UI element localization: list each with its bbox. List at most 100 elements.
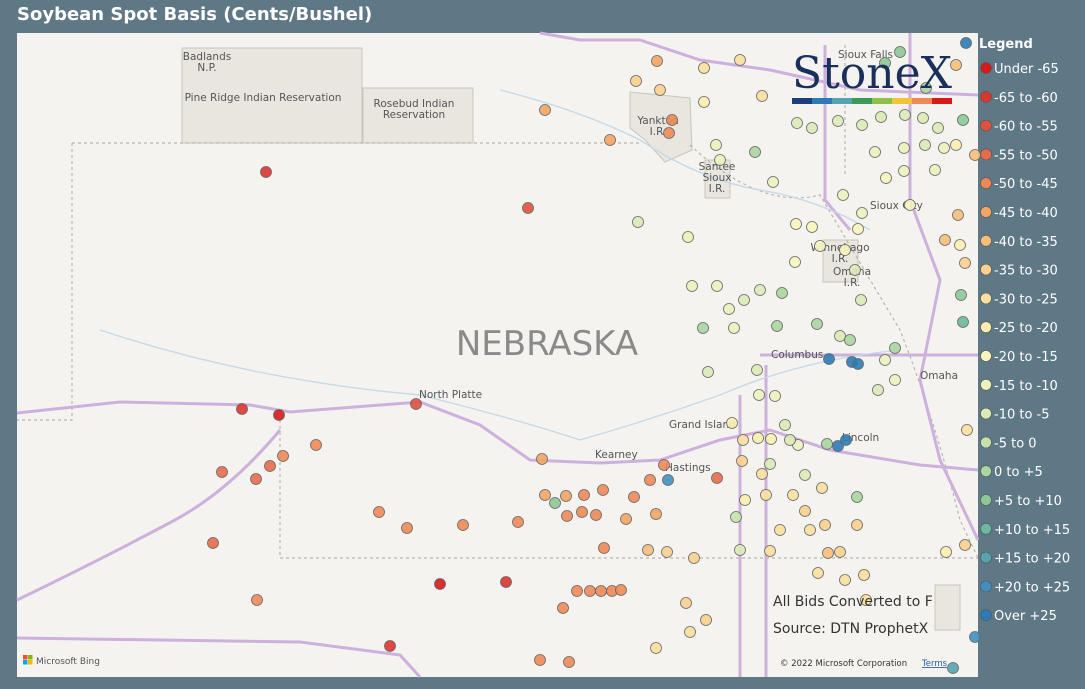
bid-point xyxy=(557,602,569,614)
place-label: Santee xyxy=(699,161,736,173)
bid-point xyxy=(839,574,851,586)
legend-label: +10 to +15 xyxy=(994,523,1070,538)
bing-icon xyxy=(28,655,33,660)
legend-swatch xyxy=(980,206,992,218)
bid-point xyxy=(856,119,868,131)
bid-point xyxy=(898,142,910,154)
bid-point xyxy=(260,166,272,178)
bid-point xyxy=(806,221,818,233)
terms-link[interactable]: Terms xyxy=(921,659,948,669)
bid-point xyxy=(787,489,799,501)
bid-point xyxy=(666,114,678,126)
place-label: Kearney xyxy=(595,449,638,461)
bid-point xyxy=(650,508,662,520)
place-label: Hastings xyxy=(665,462,711,474)
legend-swatch xyxy=(980,91,992,103)
bid-point xyxy=(840,434,852,446)
bid-point xyxy=(860,594,872,606)
bid-point xyxy=(920,82,932,94)
bid-point xyxy=(904,199,916,211)
bid-point xyxy=(738,294,750,306)
legend-title: Legend xyxy=(979,37,1033,52)
bid-point xyxy=(500,576,512,588)
bid-point xyxy=(950,59,962,71)
bid-point xyxy=(384,640,396,652)
logo-bar xyxy=(872,98,892,104)
bid-point xyxy=(654,84,666,96)
bid-point xyxy=(684,626,696,638)
bid-point xyxy=(752,432,764,444)
bid-point xyxy=(950,139,962,151)
bid-point xyxy=(789,256,801,268)
logo-bar xyxy=(892,98,912,104)
place-label: Omaha xyxy=(920,370,958,382)
bid-point xyxy=(207,537,219,549)
legend-swatch xyxy=(980,350,992,362)
legend-swatch xyxy=(980,321,992,334)
attribution: Microsoft Bing xyxy=(36,657,100,667)
legend-label: Over +25 xyxy=(994,609,1057,624)
bid-point xyxy=(917,112,929,124)
legend-swatch xyxy=(980,177,992,189)
bid-point xyxy=(539,104,551,116)
bid-point xyxy=(737,434,749,446)
bid-point xyxy=(969,631,981,643)
bid-point xyxy=(771,320,783,332)
bid-point xyxy=(584,585,596,597)
logo-bar xyxy=(932,98,952,104)
bid-point xyxy=(561,510,573,522)
legend-label: -50 to -45 xyxy=(994,177,1058,192)
bid-point xyxy=(940,546,952,558)
bid-point xyxy=(702,366,714,378)
bid-point xyxy=(760,489,772,501)
legend-label: -30 to -25 xyxy=(994,292,1058,307)
place-label: Grand Island xyxy=(669,419,736,431)
bid-point xyxy=(894,46,906,58)
bid-point xyxy=(814,240,826,252)
place-label: Sioux Falls xyxy=(838,49,893,61)
logo-bar xyxy=(852,98,872,104)
legend-swatch xyxy=(980,436,992,449)
bid-point xyxy=(852,358,864,370)
bid-point xyxy=(688,552,700,564)
legend-swatch xyxy=(980,235,992,247)
bid-point xyxy=(919,139,931,151)
bid-point xyxy=(598,542,610,554)
bid-point xyxy=(661,546,673,558)
bid-point xyxy=(955,289,967,301)
bid-point xyxy=(960,37,972,49)
bid-point xyxy=(872,384,884,396)
bid-point xyxy=(277,450,289,462)
borders xyxy=(17,45,979,559)
bid-point xyxy=(784,434,796,446)
bid-point xyxy=(799,505,811,517)
bid-point xyxy=(954,239,966,251)
bid-point xyxy=(839,244,851,256)
bid-point xyxy=(799,469,811,481)
bid-point xyxy=(790,218,802,230)
bid-point xyxy=(932,122,944,134)
legend-swatch xyxy=(980,378,992,391)
roads xyxy=(16,31,980,679)
logo-bar xyxy=(812,98,832,104)
bid-point xyxy=(898,165,910,177)
bid-point xyxy=(816,482,828,494)
bid-point xyxy=(821,438,833,450)
bid-point xyxy=(819,519,831,531)
bid-point xyxy=(680,597,692,609)
place-label: I.R. xyxy=(844,277,861,289)
bing-icon xyxy=(23,655,28,660)
bid-point xyxy=(434,578,446,590)
bid-point xyxy=(739,494,751,506)
bid-point xyxy=(774,524,786,536)
bid-point xyxy=(698,96,710,108)
bid-point xyxy=(939,234,951,246)
place-label: Pine Ridge Indian Reservation xyxy=(185,92,342,104)
title: Soybean Spot Basis (Cents/Bushel) xyxy=(17,4,373,25)
bid-point xyxy=(734,544,746,556)
bid-point xyxy=(765,433,777,445)
legend-swatch xyxy=(980,148,992,161)
bid-point xyxy=(714,154,726,166)
legend-label: -35 to -30 xyxy=(994,264,1058,279)
place-label: N.P. xyxy=(197,62,216,74)
